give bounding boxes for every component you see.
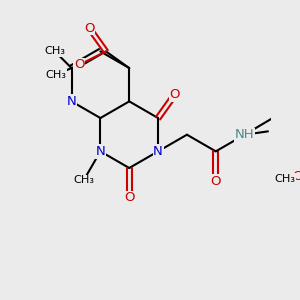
Text: O: O xyxy=(74,58,85,71)
Text: CH₃: CH₃ xyxy=(44,46,65,56)
Text: O: O xyxy=(124,191,134,205)
Text: CH₃: CH₃ xyxy=(73,175,94,185)
Text: O: O xyxy=(211,175,221,188)
Text: N: N xyxy=(153,145,163,158)
Text: N: N xyxy=(67,95,76,108)
Text: O: O xyxy=(169,88,180,101)
Text: NH: NH xyxy=(235,128,254,141)
Text: CH₃: CH₃ xyxy=(274,174,295,184)
Text: O: O xyxy=(293,170,300,183)
Text: CH₃: CH₃ xyxy=(46,70,67,80)
Text: O: O xyxy=(84,22,94,34)
Text: N: N xyxy=(95,145,105,158)
